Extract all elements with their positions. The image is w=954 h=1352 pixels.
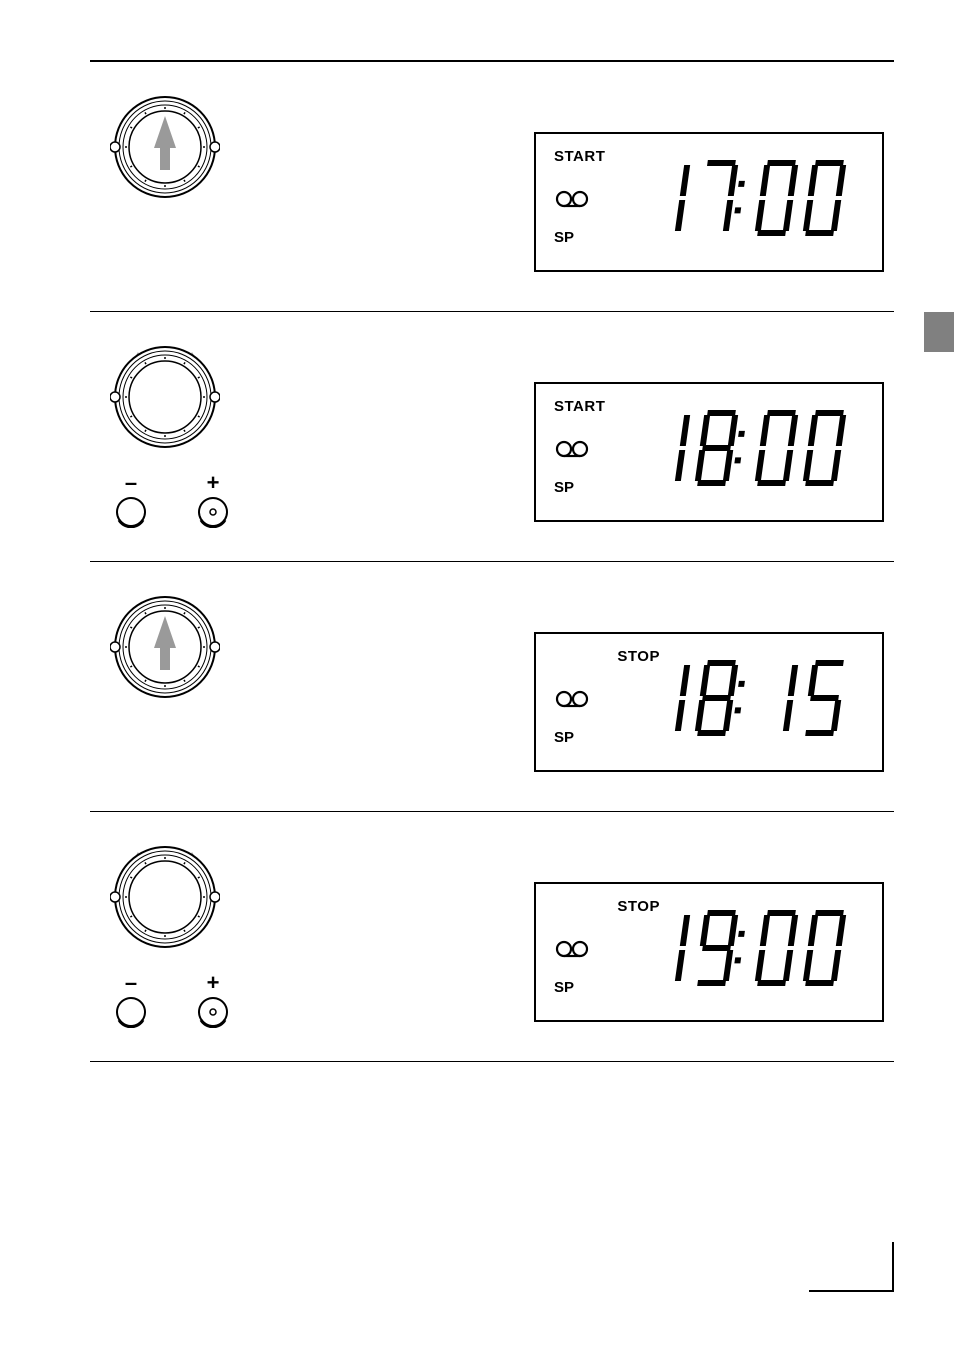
lcd-display: START STOP SP <box>534 632 884 772</box>
dial-turn-icon <box>110 342 220 452</box>
time-readout <box>656 909 862 994</box>
lcd-display: START STOP SP <box>534 882 884 1022</box>
rows-container: START STOP SP – <box>90 62 894 1062</box>
dial-push-icon <box>110 92 220 202</box>
page-content: START STOP SP – <box>90 60 894 1292</box>
plus-button[interactable]: + <box>197 472 229 528</box>
tape-icon <box>554 939 590 964</box>
instruction-row-1: START STOP SP <box>90 62 894 312</box>
minus-sign: – <box>125 472 137 494</box>
minus-button[interactable]: – <box>115 472 147 528</box>
tape-icon <box>554 689 590 714</box>
display-panel: START STOP SP <box>480 592 894 772</box>
control-illustration: – + <box>90 842 480 1028</box>
display-panel: START STOP SP <box>480 842 894 1022</box>
start-label: START <box>554 148 605 165</box>
time-readout <box>656 159 862 244</box>
display-panel: START STOP SP <box>480 342 894 522</box>
instruction-row-2: – + START STOP SP <box>90 312 894 562</box>
stop-label: STOP <box>617 648 660 665</box>
start-label: START <box>554 398 605 415</box>
footer-corner <box>814 1242 894 1292</box>
lcd-mode-labels: START STOP <box>554 898 660 915</box>
sp-label: SP <box>554 229 574 246</box>
minus-sign: – <box>125 972 137 994</box>
sp-label: SP <box>554 479 574 496</box>
lcd-display: START STOP SP <box>534 382 884 522</box>
plus-sign: + <box>207 972 220 994</box>
control-illustration: – + <box>90 342 480 528</box>
control-illustration <box>90 592 480 702</box>
thumb-index-tab <box>924 312 954 352</box>
instruction-row-3: START STOP SP <box>90 562 894 812</box>
control-illustration <box>90 92 480 202</box>
minus-button[interactable]: – <box>115 972 147 1028</box>
lcd-mode-labels: START STOP <box>554 148 660 165</box>
tape-icon <box>554 439 590 464</box>
instruction-row-4: – + START STOP SP <box>90 812 894 1062</box>
plus-minus-row: – + <box>110 972 229 1028</box>
stop-label: STOP <box>617 898 660 915</box>
time-readout <box>656 409 862 494</box>
time-readout <box>656 659 862 744</box>
plus-minus-row: – + <box>110 472 229 528</box>
sp-label: SP <box>554 979 574 996</box>
dial-push-icon <box>110 592 220 702</box>
plus-button[interactable]: + <box>197 972 229 1028</box>
sp-label: SP <box>554 729 574 746</box>
lcd-mode-labels: START STOP <box>554 648 660 665</box>
plus-sign: + <box>207 472 220 494</box>
lcd-display: START STOP SP <box>534 132 884 272</box>
dial-turn-icon <box>110 842 220 952</box>
display-panel: START STOP SP <box>480 92 894 272</box>
lcd-mode-labels: START STOP <box>554 398 660 415</box>
tape-icon <box>554 189 590 214</box>
